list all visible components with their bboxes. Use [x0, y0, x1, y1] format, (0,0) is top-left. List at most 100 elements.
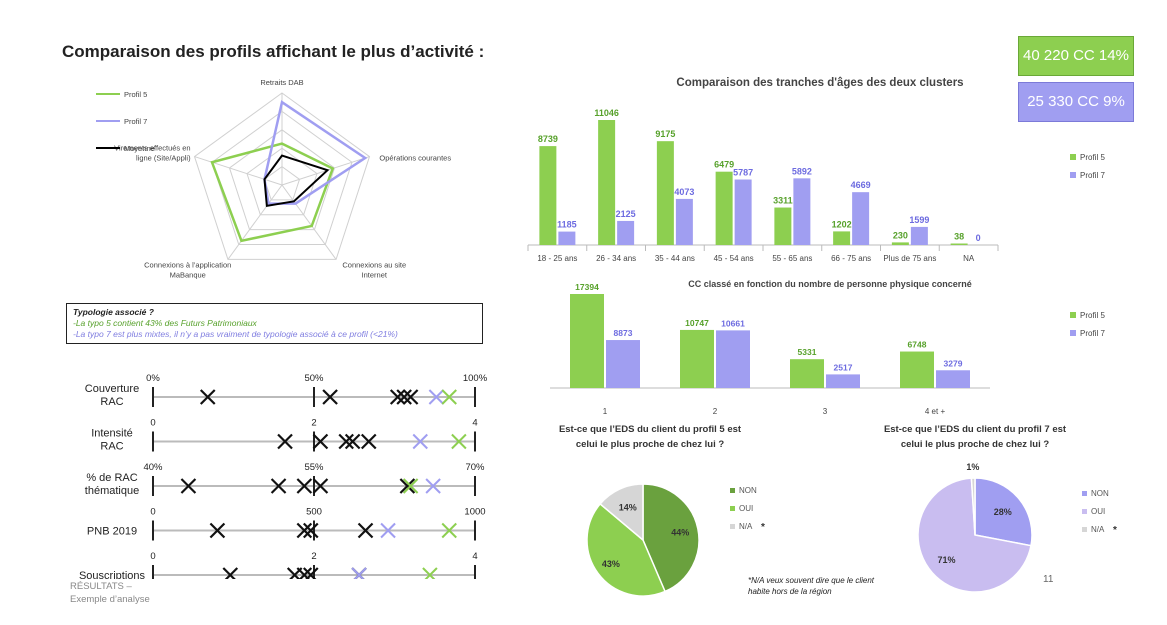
- scale-black-marker-1-3-b: [344, 433, 361, 450]
- category-label-2: 35 - 44 ans: [655, 254, 695, 263]
- radar-series-2: [263, 154, 330, 208]
- scale-row-label-2-line-1: % de RAC: [86, 472, 137, 484]
- radar-axis-label-2: Connexions au site Internet: [342, 261, 406, 280]
- radar-series-0: [210, 142, 335, 243]
- radar-axis-label-4-line-1: ligne (Site/Appli): [136, 153, 191, 162]
- category-label-6: Plus de 75 ans: [883, 254, 936, 263]
- data-label-profil5-7: 38: [954, 232, 964, 242]
- pie-legend-label-1: OUI: [1091, 507, 1105, 516]
- radar-axis-label-3-line-0: Connexions à l’application: [144, 261, 231, 270]
- legend-swatch-0: [1070, 312, 1076, 318]
- pie-data-label-0: 44%: [671, 527, 689, 537]
- category-label-3: 45 - 54 ans: [714, 254, 754, 263]
- data-label-profil7-0: 1185: [557, 220, 577, 230]
- pie-legend-label-2: N/A: [739, 522, 753, 531]
- category-label-2: 3: [823, 407, 828, 416]
- pie-legend-label-2: N/A: [1091, 525, 1105, 534]
- kpi-profil5-badge: 40 220 CC 14%: [1018, 36, 1134, 76]
- pie-legend-swatch-1: [1082, 509, 1087, 514]
- scale-black-marker-3-1-b: [296, 522, 313, 539]
- page-number: 11: [1043, 574, 1054, 585]
- pie-data-label-0: 28%: [994, 507, 1012, 517]
- category-label-5: 66 - 75 ans: [831, 254, 871, 263]
- scale-row-label-2-line-2: thématique: [85, 485, 139, 497]
- data-label-profil5-3: 6479: [714, 160, 734, 170]
- bar-profil5-7: [950, 243, 968, 245]
- category-label-4: 55 - 65 ans: [772, 254, 812, 263]
- scale-min-label-2: 40%: [143, 462, 163, 473]
- footer-line-1: RÉSULTATS –: [70, 581, 132, 592]
- typology-title: Typologie associé ?: [73, 307, 154, 317]
- bar-profil5-0: [539, 146, 557, 245]
- scale-row-label-0-line-1: Couverture: [85, 383, 139, 395]
- category-label-3: 4 et +: [925, 407, 946, 416]
- scale-min-label-1: 0: [150, 418, 155, 429]
- typology-line-2: -La typo 7 est plus mixtes, il n’y a pas…: [73, 329, 398, 339]
- pie-data-label-2: 1%: [966, 462, 979, 472]
- data-label-profil7-5: 4669: [851, 180, 871, 190]
- pie-legend-asterisk: *: [1113, 525, 1117, 536]
- footer: RÉSULTATS – Exemple d’analyse: [70, 580, 150, 606]
- scale-black-marker-2-4-b: [399, 478, 416, 494]
- pie-legend-label-0: NON: [739, 486, 757, 495]
- scale-mid-label-1: 2: [311, 418, 316, 429]
- legend-label-1: Profil 7: [1080, 171, 1105, 180]
- radar-legend-label-1: Profil 7: [124, 117, 147, 126]
- scale-black-marker-1-4-b: [360, 433, 377, 450]
- pie-slice-na: [970, 477, 976, 536]
- scale-row-label-4: Souscriptions: [79, 570, 146, 579]
- scale-p7-marker-0-b: [428, 389, 445, 405]
- radar-axis-label-2-line-0: Connexions au site: [342, 261, 406, 270]
- pie-chart-profil7: Est-ce que l’EDS du client du profil 7 e…: [884, 424, 1117, 593]
- pie-slice-non: [974, 477, 1033, 547]
- scale-p7-marker-4-b: [353, 567, 367, 579]
- radar-axis-label-0: Retraits DAB: [260, 78, 303, 87]
- radar-grid-ring-0: [263, 165, 301, 201]
- legend-swatch-0: [1070, 154, 1076, 160]
- na-footnote-line-2: habite hors de la région: [748, 587, 832, 596]
- scale-max-label-0: 100%: [463, 373, 488, 384]
- radar-axis-label-3-line-1: MaBanque: [170, 271, 206, 280]
- scale-mid-label-3: 500: [306, 507, 322, 518]
- radar-axis-label-0-line-0: Retraits DAB: [260, 78, 303, 87]
- bar-profil5-2: [656, 141, 674, 245]
- scale-row-label-1-line-1: Intensité: [91, 428, 133, 440]
- typology-box: Typologie associé ? -La typo 5 contient …: [66, 303, 483, 344]
- pie-title-line-2: celui le plus proche de chez lui ?: [901, 439, 1050, 450]
- bar-profil5-0: [570, 294, 604, 388]
- pie-data-label-1: 43%: [602, 559, 620, 569]
- pie-legend-swatch-1: [730, 506, 735, 511]
- scale-p7-marker-2-b: [425, 478, 441, 494]
- scale-row-label-3-line-1: PNB 2019: [87, 526, 137, 538]
- scale-min-label-0: 0%: [146, 373, 160, 384]
- radar-axis-label-1-line-0: Opérations courantes: [379, 153, 451, 162]
- bar-profil7-4: [793, 178, 811, 245]
- scale-black-marker-2-1-b: [270, 478, 287, 494]
- chart-title: Comparaison des tranches d'âges des deux…: [676, 77, 963, 89]
- scale-black-marker-3-3-b: [357, 522, 374, 539]
- scale-black-marker-3-2-b: [303, 522, 319, 539]
- scale-black-marker-1-2-b: [338, 433, 354, 450]
- age-bar-chart: Comparaison des tranches d'âges des deux…: [527, 77, 999, 263]
- pie-legend-swatch-2: [1082, 527, 1087, 532]
- bar-profil5-3: [900, 351, 934, 388]
- scale-p7-marker-3-b: [380, 522, 396, 539]
- data-label-profil7-4: 5892: [792, 166, 812, 176]
- pie-slice-non: [642, 483, 700, 593]
- scale-mid-label-2: 55%: [304, 462, 324, 473]
- data-label-profil7-1: 10661: [721, 318, 745, 328]
- scale-row-label-4-line-1: Souscriptions: [79, 570, 146, 579]
- pie-slice-oui: [917, 477, 1032, 593]
- radar-axis-label-3: Connexions à l’application MaBanque: [144, 261, 231, 280]
- data-label-profil5-1: 11046: [594, 108, 619, 118]
- data-label-profil7-3: 3279: [944, 358, 963, 368]
- data-label-profil5-0: 17394: [575, 282, 599, 292]
- bar-profil7-2: [826, 374, 860, 388]
- bar-profil5-5: [833, 231, 851, 245]
- kpi-profil7-badge: 25 330 CC 9%: [1018, 82, 1134, 122]
- legend-label-0: Profil 5: [1080, 311, 1105, 320]
- scale-row-label-1-line-2: RAC: [100, 441, 123, 453]
- bar-profil7-0: [606, 340, 640, 388]
- radar-grid-ring-1: [246, 147, 318, 216]
